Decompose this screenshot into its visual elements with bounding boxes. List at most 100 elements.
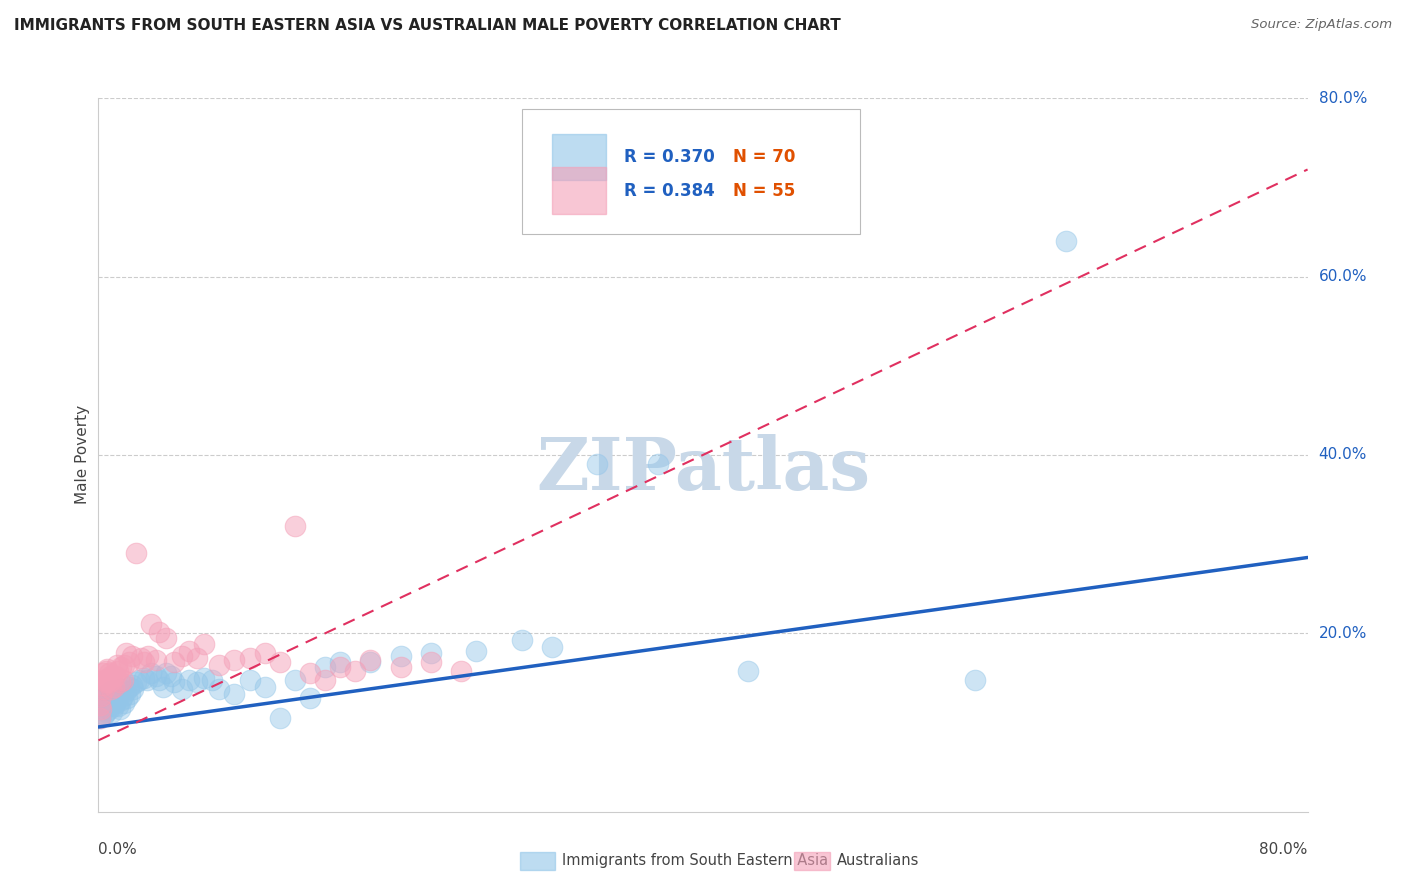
Point xyxy=(89,711,111,725)
Text: N = 55: N = 55 xyxy=(734,182,796,200)
Text: N = 70: N = 70 xyxy=(734,148,796,166)
Point xyxy=(112,696,135,710)
Point xyxy=(110,681,132,696)
Point xyxy=(284,519,307,533)
Point xyxy=(96,673,118,687)
Point xyxy=(177,644,201,658)
Point xyxy=(98,702,121,716)
Point xyxy=(98,666,121,681)
Point xyxy=(103,684,125,698)
Point xyxy=(163,655,186,669)
Point xyxy=(170,648,193,663)
Text: Immigrants from South Eastern Asia: Immigrants from South Eastern Asia xyxy=(562,854,828,868)
Point xyxy=(111,689,134,703)
Text: 60.0%: 60.0% xyxy=(1319,269,1367,284)
Point xyxy=(96,662,118,676)
Point xyxy=(94,664,117,678)
Point xyxy=(224,687,246,701)
Point xyxy=(90,693,112,707)
Text: Australians: Australians xyxy=(837,854,920,868)
Point xyxy=(121,648,143,663)
Point xyxy=(107,699,129,714)
Point xyxy=(94,675,117,690)
Text: ZIPatlas: ZIPatlas xyxy=(536,434,870,505)
Point xyxy=(91,666,114,681)
Point xyxy=(91,702,114,716)
Point xyxy=(253,646,276,660)
Point xyxy=(145,653,167,667)
Point xyxy=(299,666,322,681)
Point xyxy=(89,711,111,725)
Point xyxy=(224,653,246,667)
Text: IMMIGRANTS FROM SOUTH EASTERN ASIA VS AUSTRALIAN MALE POVERTY CORRELATION CHART: IMMIGRANTS FROM SOUTH EASTERN ASIA VS AU… xyxy=(14,18,841,33)
Point xyxy=(98,675,121,690)
Point xyxy=(98,693,121,707)
Point xyxy=(93,708,115,723)
Point xyxy=(132,655,155,669)
Point xyxy=(586,457,609,471)
Point xyxy=(100,669,122,683)
Point xyxy=(120,687,142,701)
Point xyxy=(152,680,174,694)
Point xyxy=(329,660,352,674)
Point xyxy=(114,646,136,660)
Point xyxy=(93,681,115,696)
Point xyxy=(145,669,167,683)
Text: R = 0.384: R = 0.384 xyxy=(624,182,716,200)
Text: 0.0%: 0.0% xyxy=(98,842,138,857)
Point xyxy=(647,457,669,471)
Point xyxy=(314,660,336,674)
Point xyxy=(101,673,124,687)
Point xyxy=(193,671,215,685)
FancyBboxPatch shape xyxy=(551,134,606,180)
Point xyxy=(269,655,291,669)
Point xyxy=(104,696,127,710)
Point xyxy=(90,702,112,716)
Point xyxy=(103,680,125,694)
Point xyxy=(299,690,322,705)
Point xyxy=(110,693,132,707)
Point xyxy=(101,705,124,719)
Point xyxy=(100,698,122,712)
Text: Source: ZipAtlas.com: Source: ZipAtlas.com xyxy=(1251,18,1392,31)
Point xyxy=(107,664,129,678)
Point xyxy=(389,660,412,674)
Point xyxy=(91,678,114,692)
Point xyxy=(125,546,148,560)
Point xyxy=(94,705,117,719)
Point xyxy=(193,637,215,651)
Point xyxy=(96,699,118,714)
Point xyxy=(114,684,136,698)
Point xyxy=(419,646,441,660)
Point xyxy=(186,651,208,665)
Point xyxy=(93,673,115,687)
Point xyxy=(186,675,208,690)
Point xyxy=(419,655,441,669)
Point xyxy=(91,689,114,703)
Point xyxy=(253,680,276,694)
Point xyxy=(122,681,145,696)
Point xyxy=(118,680,141,694)
Point xyxy=(141,666,163,681)
Point xyxy=(96,687,118,701)
Point xyxy=(89,698,111,712)
Point xyxy=(94,690,117,705)
Text: 20.0%: 20.0% xyxy=(1319,626,1367,640)
Point xyxy=(105,657,128,672)
Point xyxy=(239,651,262,665)
Point xyxy=(208,681,231,696)
Point xyxy=(107,689,129,703)
Point xyxy=(100,684,122,698)
Point xyxy=(965,673,987,687)
Point xyxy=(112,657,135,672)
Point xyxy=(93,698,115,712)
Point xyxy=(737,664,759,678)
Point xyxy=(115,690,138,705)
Point xyxy=(110,660,132,674)
Text: R = 0.370: R = 0.370 xyxy=(624,148,716,166)
Point xyxy=(118,655,141,669)
Point xyxy=(344,664,367,678)
Point xyxy=(163,675,186,690)
Point xyxy=(103,699,125,714)
Point xyxy=(129,651,152,665)
